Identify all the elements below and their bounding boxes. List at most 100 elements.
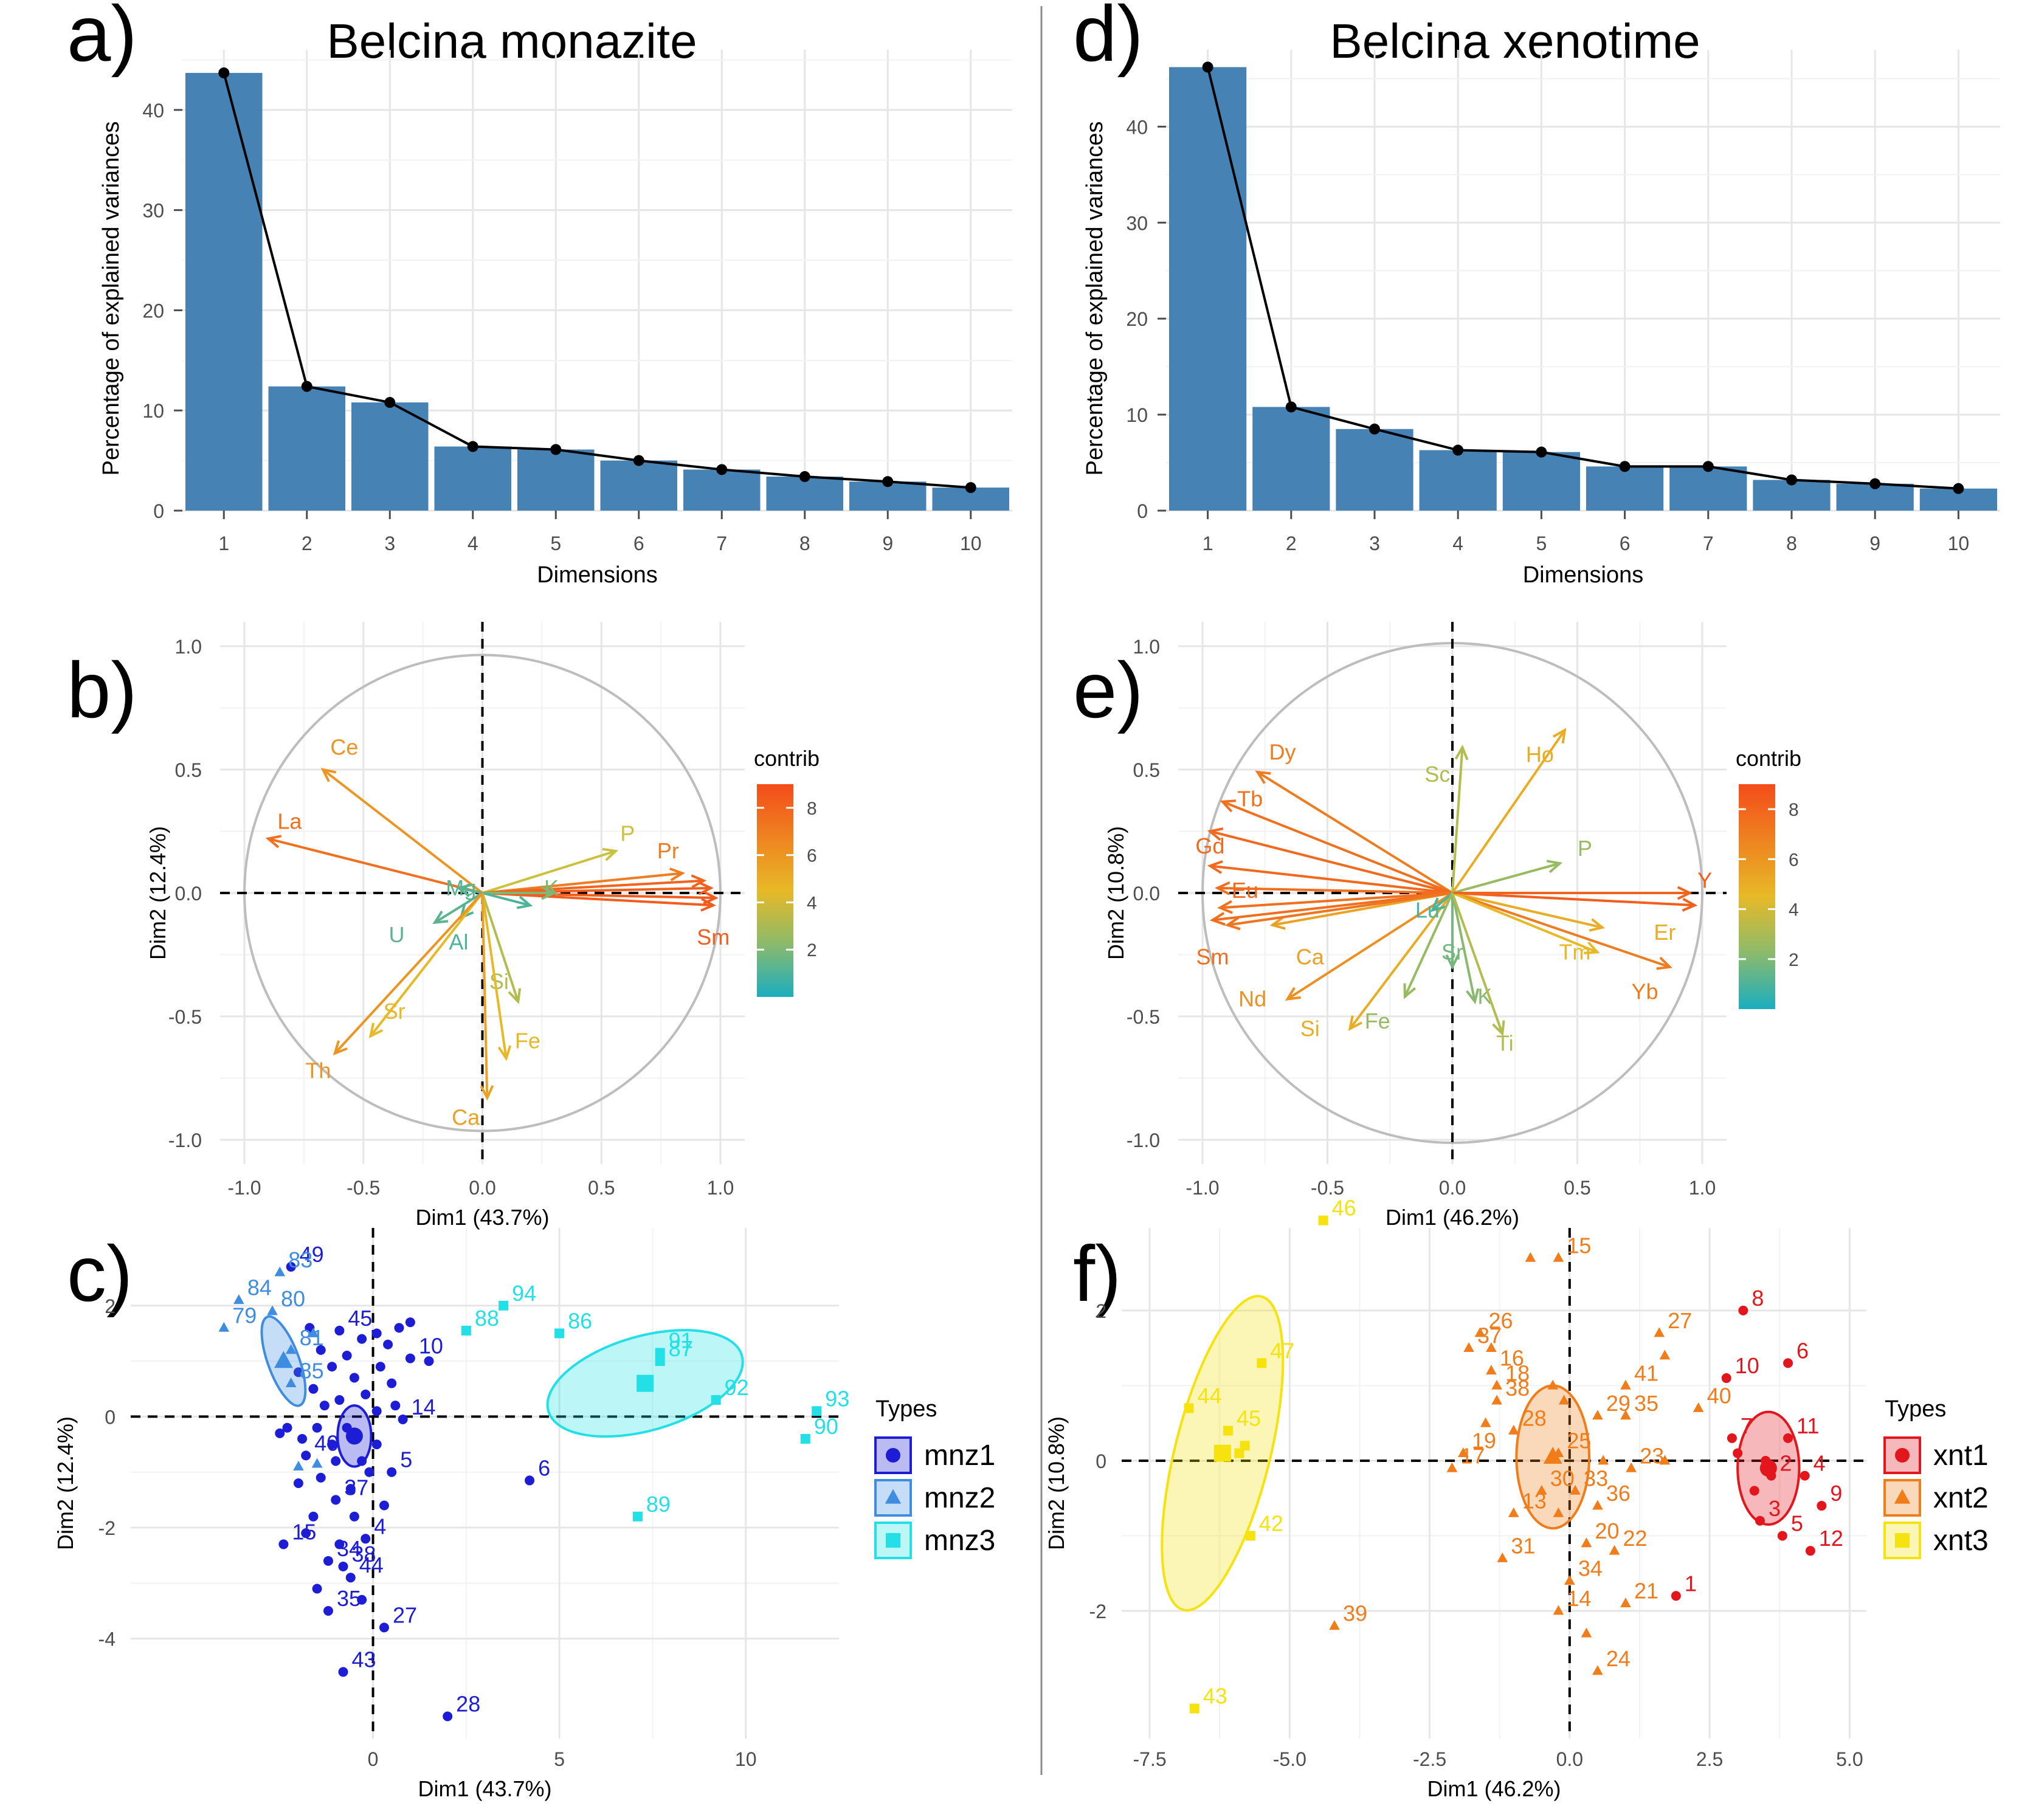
panel-label: b) — [67, 646, 137, 734]
point-label: 44 — [359, 1553, 384, 1577]
x-tick-label: -7.5 — [1133, 1748, 1166, 1770]
point — [800, 1433, 810, 1444]
arrowhead — [1552, 728, 1567, 744]
point — [405, 1317, 415, 1328]
point-label: 25 — [1567, 1429, 1591, 1453]
y-tick-label: 10 — [1126, 404, 1148, 426]
point — [1189, 1703, 1199, 1714]
centroid — [1213, 1444, 1231, 1462]
point — [1817, 1501, 1827, 1511]
x-tick-label: 5 — [550, 533, 561, 554]
point — [443, 1711, 453, 1722]
y-tick-label: 0 — [105, 1406, 116, 1428]
point — [1486, 1365, 1497, 1375]
point — [1592, 1500, 1603, 1510]
point-label: 10 — [1735, 1353, 1759, 1378]
point — [331, 1456, 341, 1466]
point — [1761, 1455, 1771, 1466]
point-label: 17 — [1460, 1443, 1485, 1468]
x-tick-label: -1.0 — [227, 1177, 261, 1199]
point-label: 41 — [1634, 1360, 1658, 1385]
point — [316, 1472, 326, 1483]
point-label: 45 — [1237, 1406, 1261, 1431]
point — [1318, 1215, 1328, 1225]
variance-point — [1786, 474, 1797, 486]
arrowhead — [1217, 900, 1233, 914]
point — [371, 1406, 382, 1416]
bar-7 — [1669, 466, 1747, 511]
colorbar-tick-label: 2 — [807, 940, 817, 960]
point — [1257, 1358, 1267, 1368]
point — [655, 1348, 665, 1358]
var-label-Th: Th — [305, 1058, 331, 1083]
point — [342, 1422, 352, 1433]
colorbar-tick-label: 2 — [1789, 950, 1799, 970]
arrowhead — [1656, 956, 1672, 970]
legend-marker — [886, 1533, 900, 1548]
arrowhead — [700, 897, 716, 912]
arrowhead — [1403, 983, 1417, 999]
point — [327, 1439, 337, 1450]
point — [1777, 1531, 1787, 1541]
point — [1693, 1402, 1704, 1412]
var-label-U: U — [389, 922, 405, 947]
point — [1766, 1470, 1776, 1481]
variance-point — [716, 464, 728, 475]
colorbar — [757, 784, 793, 997]
point — [554, 1328, 565, 1339]
point — [1626, 1462, 1637, 1472]
point — [632, 1511, 643, 1522]
point — [311, 1458, 323, 1468]
point-label: 12 — [1819, 1526, 1843, 1551]
series-xnt1: 8 6 10 7 11 42 9 35 12 1 — [1671, 1286, 1843, 1601]
arrowhead — [368, 1022, 384, 1039]
y-tick-label: 1.0 — [175, 636, 202, 658]
panel-label: e) — [1073, 646, 1144, 734]
centroid — [274, 1351, 293, 1368]
variance-point — [384, 397, 396, 408]
point — [357, 1456, 367, 1466]
point — [312, 1584, 322, 1594]
arrow-Tb — [1222, 800, 1453, 894]
var-label-Yb: Yb — [1631, 979, 1658, 1004]
var-label-Fe: Fe — [515, 1029, 540, 1053]
y-tick-label: 0.0 — [175, 883, 202, 905]
bar-6 — [600, 460, 677, 511]
var-label-Tb: Tb — [1237, 787, 1263, 812]
arrowhead — [541, 886, 557, 900]
var-label-Sr: Sr — [1441, 939, 1463, 964]
bar-4 — [434, 446, 511, 511]
variance-point — [1285, 401, 1297, 413]
x-tick-label: 10 — [1948, 533, 1970, 554]
var-label-La: La — [277, 808, 302, 833]
point-label: 19 — [1472, 1429, 1496, 1453]
y-tick-label: 0 — [153, 500, 164, 522]
centroid — [345, 1427, 363, 1445]
y-axis-label: Dim2 (10.8%) — [1044, 1416, 1069, 1550]
point-label: 91 — [669, 1328, 693, 1353]
bar-5 — [1502, 452, 1580, 511]
arrowhead — [1215, 881, 1230, 895]
correlation-panel-b: b) -1.0 -1.0 -0.5 -0.5 0.0 0.0 0.5 0.5 1.0 1.0 Ce La… — [67, 622, 820, 1230]
x-tick-label: 2.5 — [1696, 1748, 1723, 1770]
var-label-Sc: Sc — [1424, 762, 1450, 787]
x-tick-label: 0.5 — [1564, 1177, 1590, 1199]
point — [1659, 1455, 1671, 1465]
point — [375, 1362, 385, 1372]
point — [338, 1561, 348, 1571]
point-label: 89 — [646, 1492, 671, 1517]
x-axis-label: Dimensions — [537, 562, 658, 588]
var-label-Si: Si — [489, 969, 509, 994]
point — [390, 1401, 401, 1411]
point — [1659, 1349, 1671, 1360]
arrowhead — [1492, 1020, 1505, 1036]
point — [293, 1461, 304, 1471]
x-tick-label: 0.0 — [469, 1177, 495, 1199]
x-tick-label: 8 — [1786, 533, 1797, 554]
point-label: 83 — [288, 1247, 312, 1272]
point — [525, 1475, 535, 1486]
arrowhead — [497, 1045, 512, 1061]
point — [267, 1305, 278, 1315]
point-label: 35 — [337, 1586, 361, 1611]
